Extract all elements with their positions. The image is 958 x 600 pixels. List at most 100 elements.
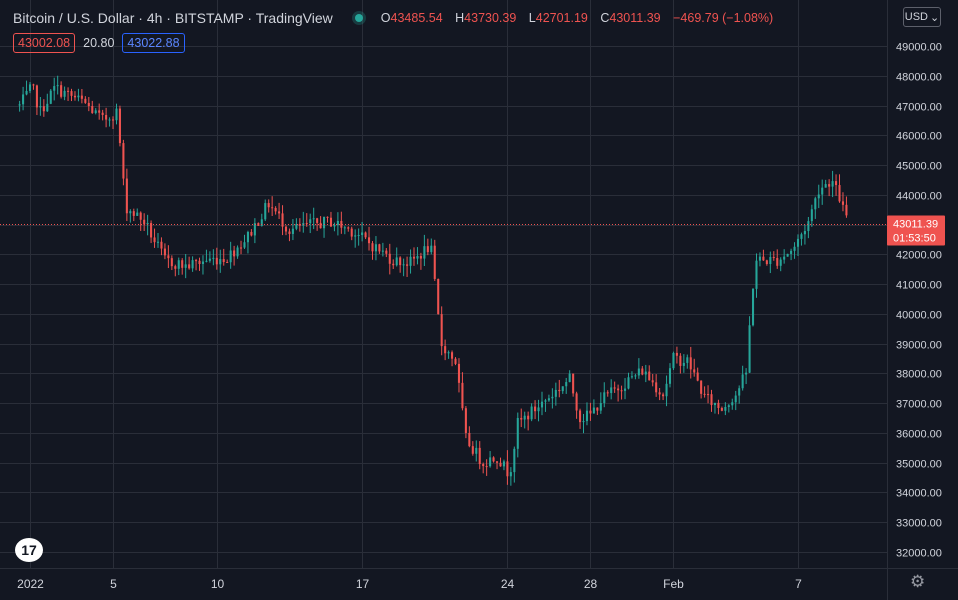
candle-body [101, 112, 104, 115]
candle-body [527, 415, 530, 420]
candle-body [22, 94, 25, 105]
price-tick-label: 49000.00 [896, 42, 942, 54]
candle-body [309, 219, 312, 224]
candle-body [298, 223, 301, 226]
candle-body [181, 260, 184, 268]
time-tick-label: 7 [795, 577, 802, 591]
candle-body [291, 228, 294, 234]
candle-body [824, 184, 827, 188]
candle-body [738, 388, 741, 396]
candle-body [174, 266, 177, 269]
candle-body [838, 185, 841, 202]
candle-body [35, 85, 38, 108]
candle-body [163, 248, 166, 256]
candle-body [39, 106, 42, 108]
candle-body [565, 382, 568, 387]
candle-body [423, 246, 426, 259]
candle-body [70, 91, 73, 96]
sell-price-button[interactable]: 43002.08 [13, 33, 76, 53]
low-label: L [528, 11, 536, 25]
price-tick-label: 45000.00 [896, 161, 942, 173]
candle-body [374, 244, 377, 252]
candle-body [776, 257, 779, 266]
candle-body [451, 352, 454, 359]
candle-body [63, 90, 66, 97]
candle-body [613, 387, 616, 389]
low-value: 42701.19 [535, 11, 588, 25]
candle-body [430, 245, 433, 253]
candle-body [388, 253, 391, 264]
candle-body [454, 358, 457, 364]
candle-body [129, 211, 132, 214]
candle-body [77, 95, 80, 98]
candle-body [800, 234, 803, 239]
currency-dropdown[interactable]: USD ⌄ [903, 7, 941, 27]
candle-body [222, 259, 225, 263]
time-tick-label: 10 [211, 577, 225, 591]
candle-body [118, 108, 121, 144]
gear-icon[interactable]: ⚙ [910, 572, 926, 591]
candle-body [575, 393, 578, 411]
candle-body [845, 204, 848, 216]
candle-body [361, 232, 364, 236]
candle-body [651, 380, 654, 383]
currency-label: USD [904, 11, 928, 23]
candle-body [561, 386, 564, 392]
price-tick-label: 44000.00 [896, 191, 942, 203]
candle-body [675, 352, 678, 356]
candle-body [260, 219, 263, 226]
candle-body [399, 257, 402, 266]
candle-body [672, 352, 675, 369]
candle-body [810, 209, 813, 222]
candle-body [703, 393, 706, 395]
countdown-label: 01:53:50 [893, 233, 936, 245]
candle-body [288, 231, 291, 234]
tradingview-logo-icon[interactable]: 17 [15, 538, 43, 562]
candle-body [665, 383, 668, 397]
candle-body [267, 203, 270, 208]
time-axis[interactable]: 2022 5 10 17 24 28 Feb 7 [17, 577, 802, 591]
candle-body [111, 119, 115, 121]
candle-body [544, 400, 547, 402]
candle-body [426, 246, 429, 253]
price-tick-label: 39000.00 [896, 340, 942, 352]
candle-body [91, 106, 94, 114]
candle-body [499, 462, 502, 467]
candle-body [319, 222, 322, 229]
candle-body [333, 224, 336, 227]
candle-body [295, 223, 298, 229]
candle-body [530, 406, 533, 420]
buy-price-button[interactable]: 43022.88 [122, 33, 185, 53]
candle-body [167, 255, 170, 259]
candle-body [195, 260, 198, 262]
candle-body [94, 110, 97, 114]
candle-body [184, 264, 187, 268]
candle-body [509, 472, 512, 477]
candle-body [630, 376, 633, 378]
candle-body [212, 257, 215, 259]
candle-body [696, 372, 699, 381]
candle-body [132, 211, 135, 216]
candle-body [648, 371, 651, 381]
candle-body [495, 461, 499, 463]
candle-body [28, 84, 32, 91]
candle-body [589, 410, 592, 414]
candle-body [828, 184, 831, 187]
candle-body [817, 194, 820, 199]
candle-body [835, 181, 838, 186]
candle-body [478, 447, 481, 465]
candle-body [264, 203, 267, 220]
candle-body [717, 402, 720, 409]
candle-body [378, 244, 381, 252]
candle-body [516, 417, 519, 449]
candle-body [371, 243, 374, 252]
candle-body [658, 392, 661, 395]
candle-body [471, 446, 474, 454]
candle-body [502, 461, 505, 467]
candle-body [419, 256, 422, 259]
candle-body [814, 198, 817, 210]
symbol-title[interactable]: Bitcoin / U.S. Dollar · 4h · BITSTAMP · … [13, 10, 333, 26]
candle-body [627, 377, 630, 389]
candle-body [143, 219, 146, 225]
